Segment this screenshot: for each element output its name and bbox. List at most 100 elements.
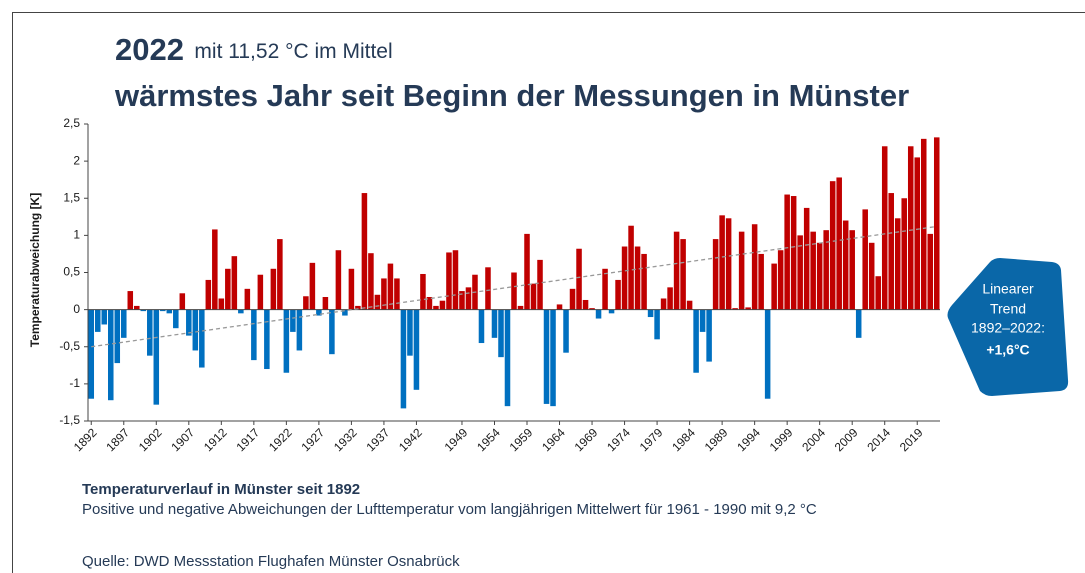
bar [927, 233, 934, 310]
bar [160, 309, 166, 312]
bar [803, 207, 810, 310]
x-tick-label: 2009 [832, 425, 861, 454]
bar [829, 181, 836, 310]
x-tick-label: 1922 [266, 425, 295, 454]
bar [563, 309, 569, 353]
bar [270, 268, 277, 310]
bar [680, 239, 686, 310]
bar [647, 309, 654, 318]
bar [225, 268, 231, 310]
subtitle: wärmstes Jahr seit Beginn der Messungen … [114, 78, 909, 113]
x-tick-label: 2014 [864, 425, 893, 454]
title-suffix: mit 11,52 °C im Mittel [194, 40, 392, 63]
x-tick-label: 1932 [331, 425, 360, 454]
bar [94, 309, 101, 332]
bar [777, 250, 784, 310]
caption-title: Temperaturverlauf in Münster seit 1892 [82, 481, 360, 498]
y-tick-label: -1,5 [59, 413, 80, 427]
bar [348, 268, 355, 310]
bar [550, 309, 556, 407]
bar [166, 309, 173, 314]
bar [498, 309, 504, 358]
x-tick-label: 1999 [767, 425, 796, 454]
y-tick-label: 1,5 [63, 190, 80, 204]
bar [361, 193, 368, 310]
x-tick-label: 1969 [572, 425, 601, 454]
x-tick-label: 1964 [539, 425, 568, 454]
bar [745, 307, 751, 310]
y-tick-label: -1 [69, 376, 80, 390]
bar [667, 287, 673, 310]
bar [420, 273, 426, 310]
bar [153, 309, 160, 405]
bar [121, 309, 127, 338]
x-tick-label: 1907 [168, 425, 197, 454]
bar [784, 194, 790, 310]
bar [322, 297, 329, 310]
bar [569, 288, 576, 310]
bar [186, 309, 192, 336]
bar [634, 246, 641, 310]
frame [12, 12, 1085, 573]
caption: Positive und negative Abweichungen der L… [82, 501, 817, 518]
annotation-text: Trend [990, 301, 1026, 317]
bar [608, 309, 615, 314]
x-tick-label: 1974 [604, 425, 633, 454]
annotation-text: +1,6°C [986, 342, 1029, 358]
bar [888, 193, 894, 310]
bar [283, 309, 290, 373]
bar [244, 288, 251, 310]
bar [504, 309, 511, 407]
bar [907, 146, 914, 310]
bar [316, 309, 322, 316]
bar [914, 157, 921, 310]
bar [810, 231, 816, 310]
bar [686, 300, 693, 310]
bar [901, 198, 907, 310]
bar [491, 309, 498, 338]
x-tick-label: 1959 [507, 425, 536, 454]
bar [446, 252, 452, 310]
bar [231, 256, 238, 310]
bar [303, 296, 309, 310]
bar [309, 262, 316, 310]
bar [192, 309, 199, 351]
bar [933, 137, 940, 310]
x-tick-label: 1979 [637, 425, 666, 454]
bar [218, 298, 225, 310]
bar [816, 242, 823, 310]
bar [394, 278, 400, 310]
bar [855, 309, 862, 338]
bar [127, 291, 134, 310]
bar [400, 309, 407, 409]
bar [764, 309, 771, 399]
bar [459, 291, 465, 310]
bar [147, 309, 153, 356]
bar [823, 230, 829, 310]
x-tick-label: 2004 [799, 425, 828, 454]
bar [862, 209, 868, 310]
annotation-text: Linearer [982, 281, 1034, 297]
bar [602, 268, 608, 310]
bar [439, 300, 446, 310]
bar [771, 263, 777, 310]
x-tick-label: 1984 [669, 425, 698, 454]
bar [556, 304, 563, 310]
bar [199, 309, 205, 368]
bar [543, 309, 550, 404]
bar [576, 248, 582, 310]
x-tick-label: 1902 [136, 425, 165, 454]
bar [537, 259, 543, 310]
chart-title: 2022 mit 11,52 °C im Mittel [115, 32, 393, 67]
bar [485, 267, 491, 310]
bar [881, 146, 888, 310]
bar [264, 309, 270, 370]
bar [706, 309, 712, 362]
bar [452, 250, 459, 310]
bar [589, 308, 595, 310]
bar [732, 308, 738, 310]
bar [134, 305, 140, 310]
bar [751, 224, 758, 310]
x-tick-label: 1954 [474, 425, 503, 454]
